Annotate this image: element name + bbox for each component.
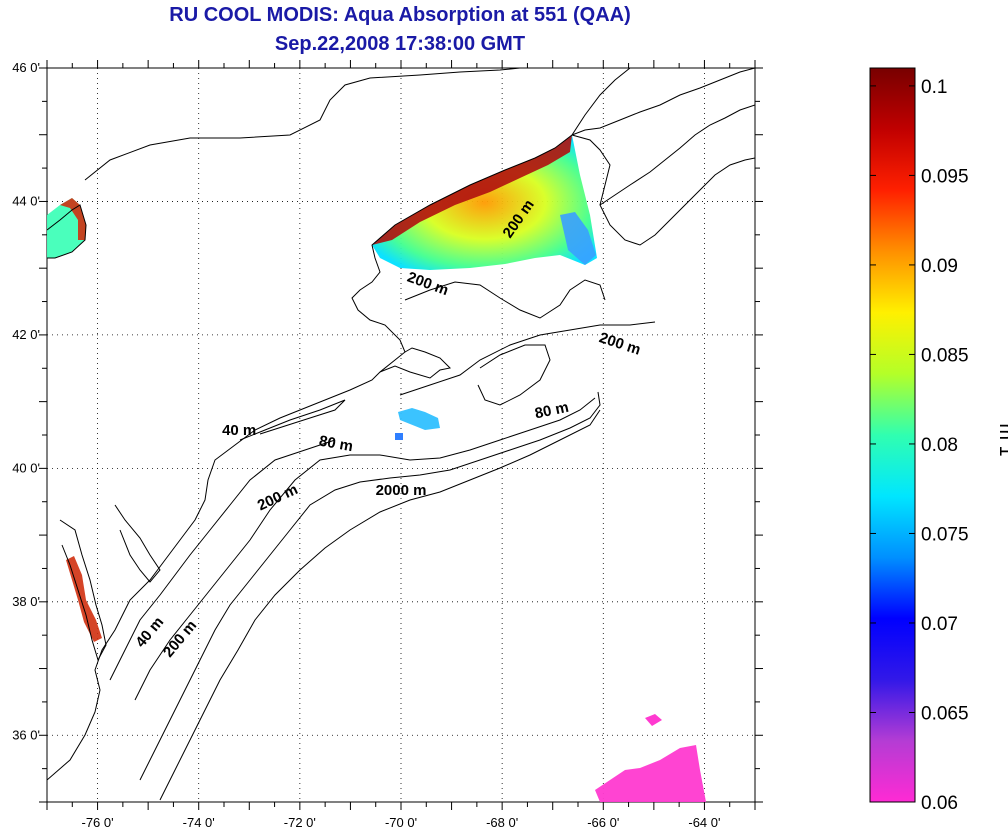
colorbar-unit-label: m 1 [995, 423, 1008, 456]
coastline-layer [47, 68, 755, 801]
axis-ticks [39, 60, 763, 810]
isobath-label: 40 m [222, 422, 256, 439]
lon-tick-label: -74 0' [183, 815, 215, 830]
coastline-delaware-bay [114, 504, 161, 583]
colorbar-tick-label: 0.095 [921, 166, 969, 187]
isobath-2000m [159, 409, 601, 801]
isobath-200m [139, 391, 601, 781]
lon-tick-label: -70 0' [385, 815, 417, 830]
lat-tick-label: 44 0' [12, 193, 40, 208]
lat-tick-label: 36 0' [12, 727, 40, 742]
isobath-label: 80 m [533, 399, 570, 423]
lon-tick-label: -72 0' [284, 815, 316, 830]
isobath-40m [109, 439, 336, 681]
satellite-data-layer [47, 135, 706, 802]
colorbar: 0.10.0950.090.0850.080.0750.070.0650.06 … [869, 67, 1008, 814]
lat-tick-label: 46 0' [12, 60, 40, 75]
gulf-of-maine-coastal-high-values [372, 135, 572, 245]
map-subtitle: Sep.22,2008 17:38:00 GMT [274, 33, 526, 55]
lon-tick-label: -66 0' [587, 815, 619, 830]
chesapeake-data-patch [66, 556, 102, 642]
colorbar-tick-label: 0.1 [921, 77, 947, 98]
georges-bank-data-pixel [395, 433, 403, 440]
coastline-nova-scotia [571, 134, 755, 246]
coastline-nova-scotia-south [599, 104, 755, 206]
colorbar-tick-label: 0.06 [921, 793, 958, 814]
lat-tick-label: 38 0' [12, 594, 40, 609]
colorbar-tick-label: 0.08 [921, 435, 958, 456]
lat-tick-label: 40 0' [12, 460, 40, 475]
colorbar-tick-label: 0.09 [921, 256, 958, 277]
colorbar-tick-label: 0.07 [921, 614, 958, 635]
coastline-chesapeake-bay [59, 519, 107, 662]
isobath-label: 2000 m [376, 482, 427, 499]
map-title: RU COOL MODIS: Aqua Absorption at 551 (Q… [169, 4, 631, 26]
lat-tick-label: 42 0' [12, 327, 40, 342]
coastline-east-coast [47, 68, 631, 781]
coastline-long-island [239, 399, 346, 441]
colorbar-tick-label: 0.085 [921, 345, 969, 366]
lon-tick-label: -76 0' [82, 815, 114, 830]
gulf-of-maine-data-patch [372, 135, 597, 270]
colorbar-gradient [869, 67, 916, 803]
coastline-bay-of-fundy [571, 68, 755, 136]
coastline-cape-cod [379, 347, 452, 379]
lake-ontario-shore [47, 204, 87, 259]
colorbar-ticks: 0.1 0.095 0.09 0.085 0.08 0.075 0.07 0.065 0.06 [870, 77, 969, 814]
offshore-southeast-data-patch [595, 745, 706, 802]
lon-tick-label: -68 0' [486, 815, 518, 830]
isobath-80m [134, 397, 596, 701]
isobath-label: 80 m [318, 433, 355, 456]
colorbar-tick-label: 0.075 [921, 524, 969, 545]
offshore-southeast-data-spot [645, 714, 662, 726]
lake-ontario-edge [60, 198, 86, 240]
graticule [47, 67, 755, 802]
gulf-of-maine-eastern-patch [560, 212, 596, 265]
colorbar-tick-label: 0.065 [921, 703, 969, 724]
border-us-canada [84, 68, 521, 181]
isobath-gulf-of-maine-200m [404, 279, 606, 319]
lon-tick-label: -64 0' [688, 815, 720, 830]
axis-labels: -76 0' -74 0' -72 0' -70 0' -68 0' -66 0' -64 … [12, 60, 720, 830]
georges-bank-outline [477, 344, 551, 406]
offshore-shelf-edge-north [399, 321, 656, 396]
georges-bank-data-patch [398, 408, 440, 430]
